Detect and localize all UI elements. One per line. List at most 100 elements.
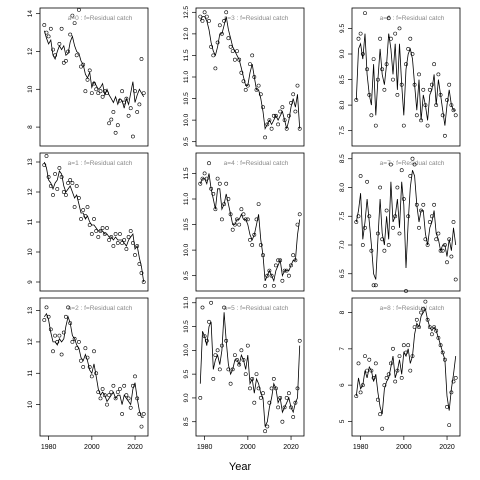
- panel-label: a=8 : f=Residual catch: [380, 305, 445, 312]
- data-point: [87, 68, 92, 73]
- data-point: [72, 21, 77, 26]
- data-point: [94, 229, 99, 233]
- data-point: [87, 223, 92, 227]
- data-point: [135, 244, 140, 248]
- y-tick-label: 8.5: [339, 75, 346, 84]
- data-point: [360, 52, 365, 56]
- data-point: [284, 268, 289, 273]
- data-point: [122, 383, 127, 388]
- data-point: [284, 395, 289, 400]
- data-point: [133, 89, 137, 94]
- data-point: [81, 62, 86, 67]
- x-tick-label: 2020: [283, 444, 299, 451]
- data-point: [53, 172, 58, 176]
- data-point: [224, 338, 229, 343]
- y-tick-label: 11.0: [183, 71, 190, 84]
- y-tick-label: 10.5: [183, 320, 190, 333]
- data-point: [427, 325, 432, 330]
- data-point: [404, 350, 408, 355]
- data-point: [248, 386, 252, 391]
- data-point: [207, 319, 211, 324]
- y-tick-label: 8.0: [339, 183, 346, 192]
- panel-a2: 10 11 12 13 1980 2000 2020 a=2 : f=Residual cat…: [27, 297, 149, 451]
- y-tick-label: 13: [27, 158, 34, 166]
- data-point: [89, 91, 94, 96]
- data-point: [51, 349, 55, 354]
- panel-frame: [39, 7, 149, 147]
- y-tick-label: 13: [27, 307, 34, 315]
- y-tick-label: 10: [27, 401, 34, 409]
- data-point: [427, 220, 432, 224]
- data-point: [382, 248, 387, 253]
- data-point: [440, 350, 445, 355]
- data-point: [421, 306, 426, 311]
- data-point: [445, 404, 449, 409]
- data-point: [141, 412, 146, 416]
- data-point: [410, 354, 415, 359]
- data-point: [70, 181, 75, 185]
- x-tick-label: 2000: [396, 444, 412, 451]
- data-point: [291, 253, 296, 258]
- data-point: [248, 237, 252, 242]
- data-point: [423, 237, 428, 242]
- data-point: [280, 105, 285, 110]
- data-point: [141, 280, 146, 284]
- data-point: [139, 424, 144, 429]
- data-point: [107, 393, 112, 398]
- data-point: [250, 53, 255, 58]
- data-point: [219, 343, 224, 348]
- y-tick-label: 8.0: [339, 100, 346, 109]
- data-point: [48, 26, 53, 31]
- fit-line: [199, 173, 301, 283]
- data-point: [289, 405, 293, 410]
- data-point: [66, 49, 71, 54]
- data-point: [365, 67, 370, 72]
- data-point: [96, 390, 101, 395]
- y-tick-label: 7.0: [339, 240, 346, 249]
- data-point: [115, 241, 120, 245]
- y-tick-label: 11.0: [183, 193, 190, 206]
- data-point: [397, 26, 402, 31]
- data-point: [412, 82, 417, 87]
- data-point: [440, 113, 445, 118]
- data-point: [363, 354, 367, 359]
- data-point: [235, 357, 239, 362]
- panel-a3: 9.5 10.0 10.5 11.0 11.5 12.0 12.5 a=3 : f=Resid…: [183, 6, 305, 147]
- data-point: [442, 357, 447, 362]
- y-tick-label: 7.5: [339, 211, 346, 220]
- data-point: [42, 23, 47, 27]
- data-point: [107, 238, 112, 242]
- data-point: [425, 317, 430, 322]
- data-point: [354, 394, 359, 399]
- data-point: [228, 212, 233, 217]
- data-point: [94, 371, 99, 376]
- data-point: [263, 135, 268, 140]
- data-point: [133, 374, 137, 379]
- data-point: [232, 353, 237, 358]
- data-point: [219, 32, 224, 36]
- y-tick-label: 6: [339, 383, 346, 387]
- panel-label: a=6 : f=Residual catch: [380, 15, 445, 22]
- data-point: [111, 244, 116, 248]
- data-point: [130, 383, 135, 388]
- data-point: [358, 174, 363, 178]
- y-tick-label: 11: [27, 370, 34, 377]
- y-tick-label: 10.0: [183, 113, 190, 126]
- data-point: [297, 212, 302, 217]
- data-point: [198, 14, 203, 19]
- data-point: [89, 232, 94, 236]
- panel-frame: [351, 7, 461, 147]
- data-point: [401, 343, 406, 348]
- data-point: [453, 113, 458, 118]
- x-tick-label: 2020: [127, 444, 143, 451]
- data-point: [419, 118, 424, 123]
- data-point: [273, 113, 278, 118]
- panel-a7: 6.5 7.0 7.5 8.0 8.5 a=7 : f=Residual catch: [339, 152, 461, 293]
- data-point: [92, 349, 96, 354]
- data-point: [273, 386, 278, 391]
- data-point: [224, 10, 229, 15]
- data-point: [371, 283, 376, 288]
- data-point: [438, 93, 443, 97]
- data-point: [442, 133, 447, 138]
- y-tick-label: 7.5: [339, 126, 346, 135]
